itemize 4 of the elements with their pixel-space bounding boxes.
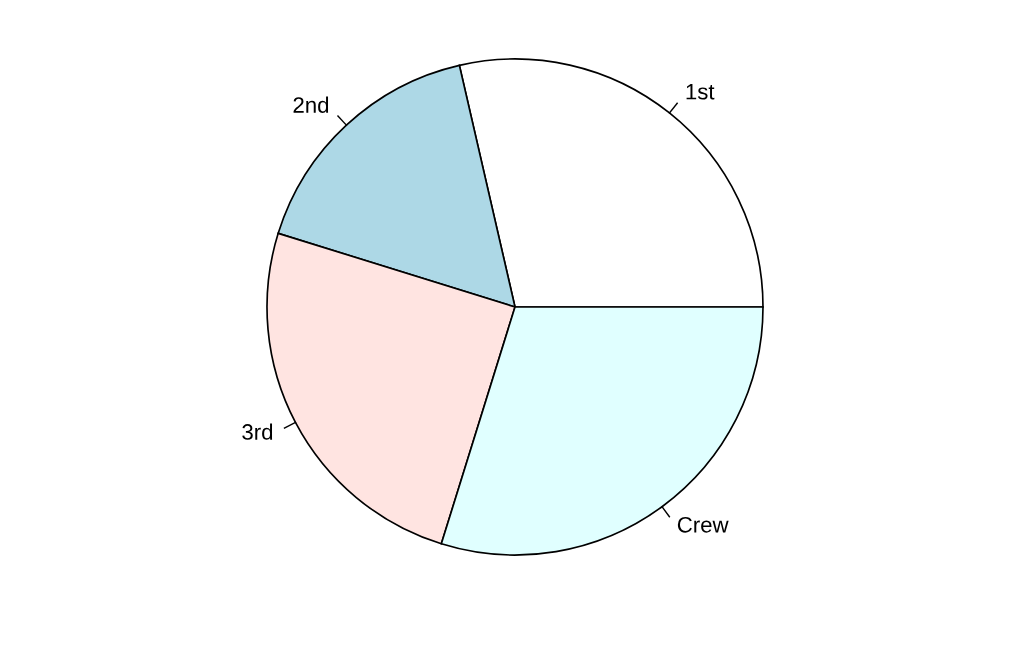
slice-label: 3rd (242, 423, 273, 440)
slice-label: 2nd (293, 96, 329, 113)
slice-label: Crew (677, 516, 729, 533)
slice-label: 1st (686, 84, 715, 100)
